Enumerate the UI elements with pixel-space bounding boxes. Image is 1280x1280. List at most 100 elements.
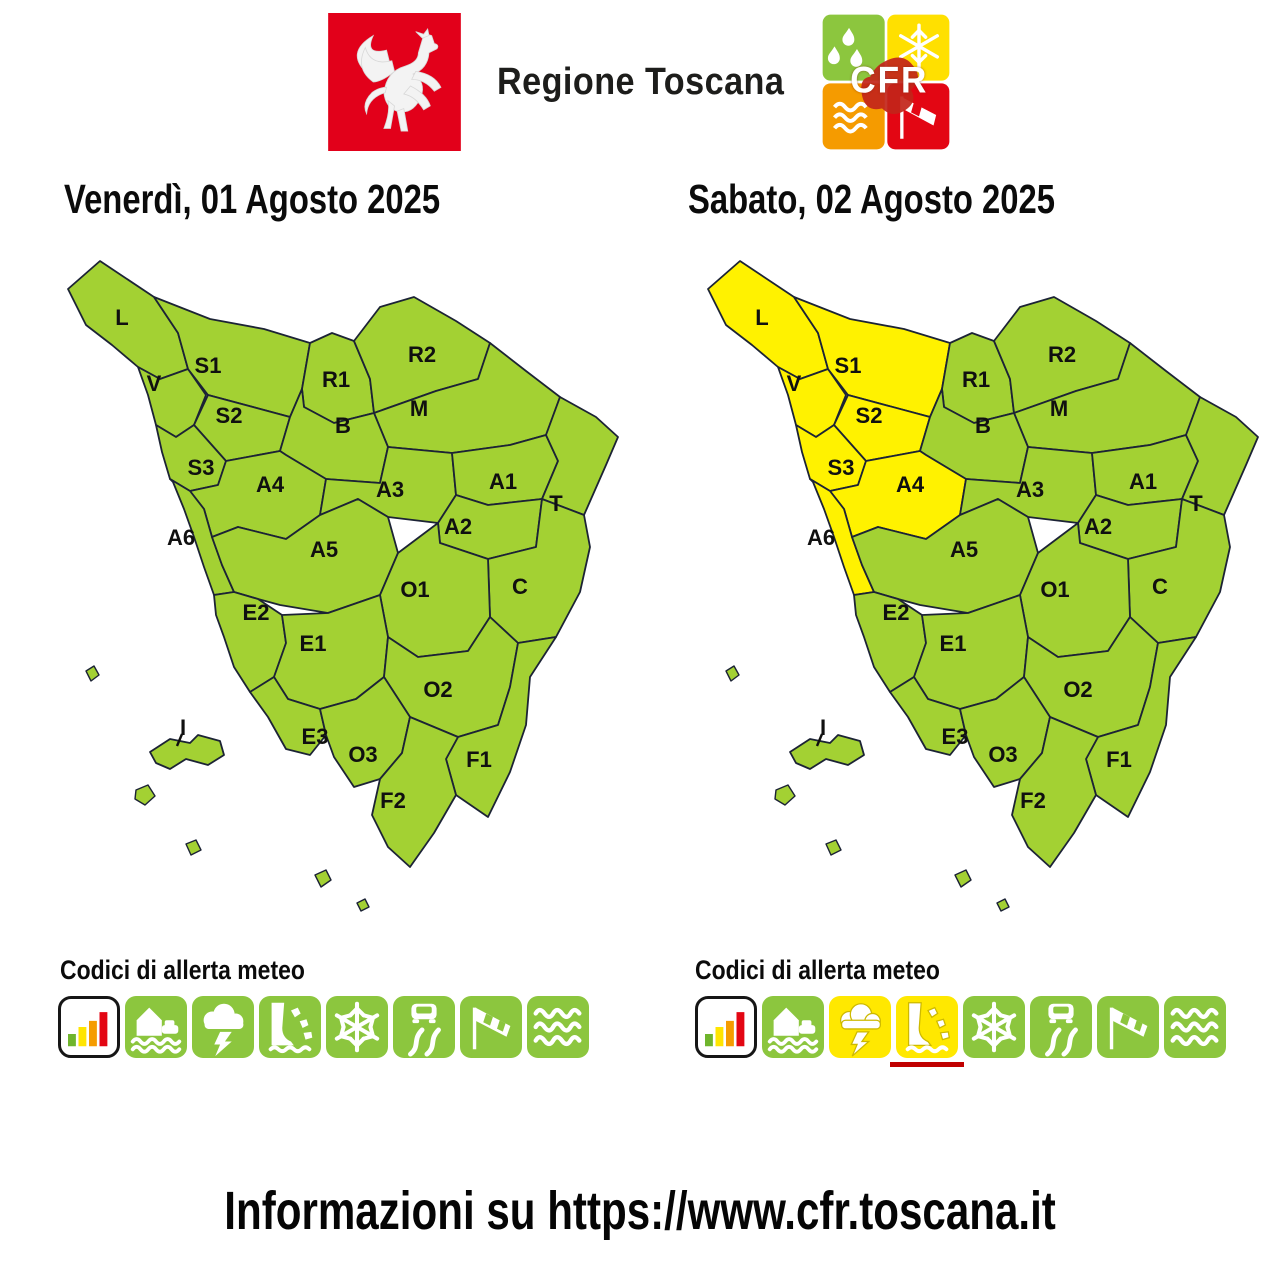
zone-F1 bbox=[1085, 636, 1197, 818]
zone-label-T: T bbox=[549, 491, 563, 516]
zone-label-F1: F1 bbox=[1106, 747, 1132, 772]
snow-icon bbox=[326, 996, 388, 1059]
zone-label-S3: S3 bbox=[828, 455, 855, 480]
tuscany-alert-map: L V S1 S2 R1 R2 M B S3 A4 A3 A1 T A2 C A6 A5 O1 E2 E1 O2 F1 E3… bbox=[67, 260, 619, 912]
zone-label-I: I bbox=[180, 715, 186, 740]
zone-I bbox=[149, 734, 225, 770]
islet-2 bbox=[134, 784, 156, 806]
cfr-tuscany-silhouette bbox=[861, 57, 919, 115]
cfr-rain-quadrant bbox=[822, 14, 885, 81]
islet-3 bbox=[185, 839, 202, 856]
zone-label-F2: F2 bbox=[1020, 788, 1046, 813]
alert-level-scale-icon bbox=[58, 996, 120, 1059]
zone-label-S2: S2 bbox=[216, 403, 243, 428]
zone-label-A2: A2 bbox=[444, 514, 472, 539]
zone-label-A1: A1 bbox=[1129, 469, 1157, 494]
zone-label-L: L bbox=[115, 305, 128, 330]
snow-icon bbox=[963, 996, 1025, 1059]
hydraulic-flood-icon bbox=[762, 996, 824, 1059]
tuscany-alert-map: L V S1 S2 R1 R2 M B S3 A4 A3 A1 T A2 C A6 A5 O1 E2 E1 O2 F1 E3… bbox=[707, 260, 1259, 912]
zone-label-I: I bbox=[820, 715, 826, 740]
waves-mini-icon bbox=[833, 101, 868, 134]
legend-title: Codici di allerta meteo bbox=[60, 955, 305, 986]
zone-F1 bbox=[445, 636, 557, 818]
zone-label-E3: E3 bbox=[942, 724, 969, 749]
day-panel: Sabato, 02 Agosto 2025 L V S1 S2 R1 R2 M B S3 A4 A… bbox=[640, 177, 1280, 1068]
windsock-icon bbox=[1097, 996, 1159, 1059]
icy-road-icon bbox=[1030, 996, 1092, 1059]
islet-5 bbox=[356, 898, 370, 912]
alert-icon-underline bbox=[890, 1062, 964, 1068]
sea-storm-icon bbox=[1164, 996, 1226, 1059]
zone-label-R1: R1 bbox=[962, 367, 990, 392]
header: Regione Toscana bbox=[0, 8, 1280, 156]
zone-label-C: C bbox=[1152, 574, 1168, 599]
islet-4 bbox=[314, 869, 332, 888]
hydraulic-flood-icon bbox=[125, 996, 187, 1059]
cfr-quadrants bbox=[822, 14, 950, 150]
alert-icons-row bbox=[58, 996, 640, 1059]
island-label-tick bbox=[175, 733, 184, 747]
zone-label-A5: A5 bbox=[950, 537, 978, 562]
islet-4 bbox=[954, 869, 972, 888]
sea-storm-icon bbox=[527, 996, 589, 1059]
islet-5 bbox=[996, 898, 1010, 912]
zone-label-O1: O1 bbox=[1040, 577, 1069, 602]
tuscany-map-wrap: L V S1 S2 R1 R2 M B S3 A4 A3 A1 T A2 C A6 A5 O1 E2 E1 O2 F1 E3… bbox=[58, 247, 620, 949]
zone-label-L: L bbox=[755, 305, 768, 330]
zone-label-E1: E1 bbox=[940, 631, 967, 656]
legend-title: Codici di allerta meteo bbox=[695, 955, 940, 986]
icy-road-icon bbox=[393, 996, 455, 1059]
zone-label-A5: A5 bbox=[310, 537, 338, 562]
zone-label-B: B bbox=[975, 413, 991, 438]
zone-label-O2: O2 bbox=[1063, 677, 1092, 702]
zone-label-O3: O3 bbox=[348, 742, 377, 767]
rain-drops-icon bbox=[828, 27, 863, 67]
zone-label-A3: A3 bbox=[376, 477, 404, 502]
zone-label-E2: E2 bbox=[243, 600, 270, 625]
zone-label-O2: O2 bbox=[423, 677, 452, 702]
zone-label-A6: A6 bbox=[807, 525, 835, 550]
pegasus-icon bbox=[327, 13, 461, 151]
hydrogeological-landslide-icon bbox=[890, 996, 964, 1068]
zone-label-S2: S2 bbox=[856, 403, 883, 428]
snowflake-mini-icon bbox=[899, 23, 940, 70]
zone-label-A4: A4 bbox=[896, 472, 925, 497]
zone-label-R1: R1 bbox=[322, 367, 350, 392]
zone-label-A6: A6 bbox=[167, 525, 195, 550]
tuscany-map-wrap: L V S1 S2 R1 R2 M B S3 A4 A3 A1 T A2 C A6 A5 O1 E2 E1 O2 F1 E3… bbox=[698, 247, 1260, 949]
zone-label-A2: A2 bbox=[1084, 514, 1112, 539]
footer-info-text: Informazioni su https://www.cfr.toscana.… bbox=[224, 1181, 1056, 1241]
thunderstorm-icon bbox=[829, 996, 891, 1059]
zone-label-B: B bbox=[335, 413, 351, 438]
zone-label-T: T bbox=[1189, 491, 1203, 516]
zone-label-A3: A3 bbox=[1016, 477, 1044, 502]
zone-label-V: V bbox=[787, 371, 802, 396]
day-title: Venerdì, 01 Agosto 2025 bbox=[64, 176, 441, 222]
zone-label-E3: E3 bbox=[302, 724, 329, 749]
alert-icons-row bbox=[695, 996, 1280, 1068]
zone-label-E2: E2 bbox=[883, 600, 910, 625]
island-label-tick bbox=[815, 733, 824, 747]
zone-label-C: C bbox=[512, 574, 528, 599]
zone-label-M: M bbox=[1050, 396, 1068, 421]
zone-label-A4: A4 bbox=[256, 472, 285, 497]
islet-1 bbox=[85, 665, 100, 682]
zone-T bbox=[541, 396, 619, 516]
zone-label-F1: F1 bbox=[466, 747, 492, 772]
day-panel: Venerdì, 01 Agosto 2025 L V S1 S2 R1 R2 M B S3 A4… bbox=[0, 176, 640, 1059]
zone-F2 bbox=[371, 716, 459, 868]
day-panels: Venerdì, 01 Agosto 2025 L V S1 S2 R1 R2 M B S3 A4… bbox=[0, 176, 1280, 1068]
zone-label-F2: F2 bbox=[380, 788, 406, 813]
zone-label-O3: O3 bbox=[988, 742, 1017, 767]
zone-T bbox=[1181, 396, 1259, 516]
alert-level-scale-icon bbox=[695, 996, 757, 1059]
zone-label-R2: R2 bbox=[1048, 342, 1076, 367]
zone-F2 bbox=[1011, 716, 1099, 868]
zone-I bbox=[789, 734, 865, 770]
zone-label-R2: R2 bbox=[408, 342, 436, 367]
zone-label-M: M bbox=[410, 396, 428, 421]
zone-label-A1: A1 bbox=[489, 469, 517, 494]
windsock-icon bbox=[460, 996, 522, 1059]
